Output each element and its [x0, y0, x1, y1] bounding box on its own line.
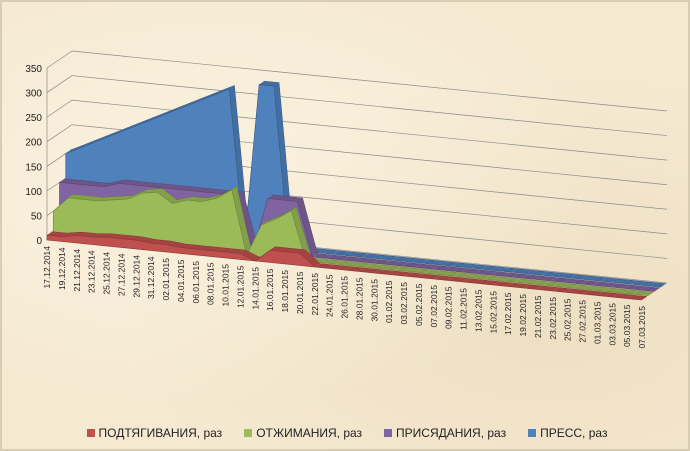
x-tick-label: 02.01.2015	[161, 258, 171, 301]
x-tick-label: 19.02.2015	[518, 294, 528, 337]
legend-swatch	[86, 429, 95, 437]
legend-label: ПРИСЯДАНИЯ, раз	[396, 426, 507, 440]
gridline-side	[46, 124, 73, 143]
series-area-top	[91, 233, 112, 238]
x-tick-label: 05.03.2015	[622, 304, 632, 347]
legend-item: ПРИСЯДАНИЯ, раз	[384, 426, 506, 440]
legend-item: ПОДТЯГИВАНИЯ, раз	[86, 426, 223, 440]
y-tick-label: 300	[25, 89, 42, 100]
series-area-top	[136, 236, 157, 244]
x-tick-label: 03.03.2015	[607, 303, 617, 346]
gridline-side	[46, 75, 73, 93]
series-area-top	[184, 97, 205, 107]
series-area-top	[169, 103, 190, 113]
x-tick-label: 18.01.2015	[280, 270, 290, 313]
series-area-top	[297, 198, 318, 257]
legend-item: ОТЖИМАНИЯ, раз	[244, 426, 362, 440]
x-tick-label: 03.02.2015	[399, 282, 409, 325]
series-area-top	[199, 91, 220, 101]
series-area-top	[299, 249, 320, 267]
x-tick-label: 27.12.2014	[116, 253, 126, 296]
series-area-top	[238, 192, 258, 251]
x-tick-label: 23.12.2014	[87, 250, 97, 293]
x-tick-label: 11.02.2015	[459, 288, 469, 330]
series-area-top	[65, 144, 86, 154]
area-chart-3d: 0 50 100 150 200 250 300 350 17.12.2014 19.12.201…	[25, 50, 668, 349]
x-tick-label: 29.12.2014	[131, 255, 141, 298]
series-area-top	[157, 188, 178, 204]
series-area-top	[95, 132, 116, 142]
series-area-top	[110, 126, 131, 136]
x-tick-label: 07.02.2015	[429, 285, 439, 328]
x-tick-label: 26.01.2015	[340, 276, 350, 319]
legend-swatch	[384, 429, 393, 437]
series-area-top	[80, 138, 101, 148]
legend-item: ПРЕСС, раз	[528, 426, 607, 440]
x-tick-label: 12.01.2015	[235, 265, 245, 308]
gridline	[71, 99, 668, 161]
x-tick-label: 04.01.2015	[176, 259, 186, 302]
y-tick-label: 0	[36, 236, 42, 247]
series-area-top	[140, 114, 160, 125]
x-tick-label: 16.01.2015	[265, 268, 275, 311]
gridline	[71, 50, 668, 112]
series-area-top	[214, 85, 235, 95]
x-tick-label: 06.01.2015	[191, 261, 201, 304]
x-tick-label: 17.02.2015	[503, 292, 513, 335]
series-area-top	[172, 196, 193, 204]
y-tick-label: 150	[25, 162, 42, 173]
y-tick-label: 200	[25, 138, 42, 149]
gridline-side	[46, 50, 73, 69]
series-area-top	[240, 250, 261, 261]
x-tick-label: 24.01.2015	[325, 274, 335, 317]
x-tick-label: 14.01.2015	[250, 267, 260, 310]
series-area-top	[202, 194, 222, 202]
series-area-top	[166, 241, 186, 248]
x-tick-label: 21.02.2015	[533, 295, 543, 338]
series-area	[52, 189, 649, 297]
series-area-top	[127, 189, 148, 200]
legend-label: ПРЕСС, раз	[540, 426, 608, 440]
series-area-top	[231, 186, 252, 256]
y-tick-label: 250	[25, 113, 42, 124]
gridline-side	[46, 99, 73, 118]
x-tick-label: 30.01.2015	[369, 279, 379, 322]
x-tick-label: 09.02.2015	[444, 286, 454, 329]
x-tick-label: 21.12.2014	[72, 249, 82, 292]
legend-swatch	[528, 429, 537, 437]
gridline	[71, 75, 668, 136]
legend-label: ПОДТЯГИВАНИЯ, раз	[98, 426, 223, 440]
series-area	[46, 234, 643, 301]
legend-label: ОТЖИМАНИЯ, раз	[256, 426, 363, 440]
legend: ПОДТЯГИВАНИЯ, раз ОТЖИМАНИЯ, раз ПРИСЯДАНИ…	[2, 426, 690, 440]
x-tick-label: 08.01.2015	[206, 262, 216, 305]
y-tick-label: 100	[25, 187, 42, 198]
y-tick-label: 50	[31, 211, 43, 222]
x-tick-label: 20.01.2015	[295, 271, 305, 314]
x-tick-label: 13.02.2015	[473, 289, 483, 332]
series-area-top	[155, 109, 175, 119]
x-tick-label: 10.01.2015	[221, 264, 231, 307]
series-area-top	[291, 207, 312, 262]
x-tick-label: 01.02.2015	[384, 280, 394, 323]
legend-swatch	[244, 429, 253, 437]
x-tick-label: 01.03.2015	[592, 301, 602, 344]
x-tick-label: 07.03.2015	[637, 306, 647, 349]
series-area-top	[261, 215, 282, 225]
x-tick-label: 05.02.2015	[414, 283, 424, 326]
x-tick-label: 19.12.2014	[57, 247, 67, 290]
x-tick-label: 25.12.2014	[102, 252, 112, 295]
series-area-top	[125, 120, 146, 131]
x-tick-label: 22.01.2015	[310, 273, 320, 316]
x-tick-label: 31.12.2014	[146, 256, 156, 299]
series-area-top	[104, 180, 124, 187]
x-tick-label: 15.02.2015	[488, 291, 498, 334]
x-tick-label: 17.12.2014	[42, 246, 52, 289]
x-tick-label: 27.02.2015	[578, 300, 588, 343]
x-tick-label: 25.02.2015	[563, 298, 573, 341]
y-tick-label: 350	[25, 64, 42, 75]
x-tick-label: 23.02.2015	[548, 297, 558, 340]
x-tick-label: 28.01.2015	[354, 277, 364, 320]
